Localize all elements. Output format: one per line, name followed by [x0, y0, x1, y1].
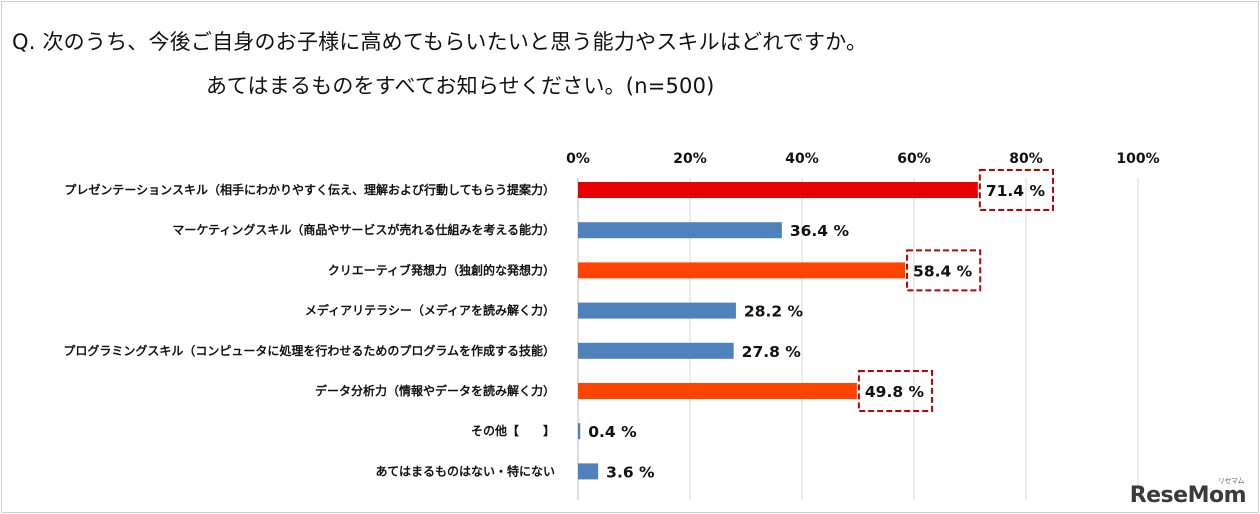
value-label: 3.6 %: [606, 463, 655, 481]
x-tick-label: 20%: [673, 151, 707, 167]
value-label: 71.4 %: [986, 182, 1046, 200]
bar: [578, 302, 736, 319]
bar: [578, 463, 599, 480]
highlight-box: [906, 249, 982, 292]
value-label: 58.4 %: [913, 262, 973, 280]
bar: [578, 383, 857, 399]
x-tick-label: 40%: [785, 151, 819, 167]
x-tick-label: 60%: [897, 151, 931, 167]
bar: [578, 423, 581, 440]
value-label: 0.4 %: [588, 423, 637, 441]
x-tick-label: 80%: [1009, 151, 1043, 167]
x-tick-label: 0%: [566, 151, 590, 167]
logo-subtext: リセマム: [1218, 477, 1245, 485]
question-line-2: あてはまるものをすべてお知らせください。(n=500): [206, 74, 715, 98]
value-label: 28.2 %: [744, 303, 804, 321]
x-tick-label: 100%: [1116, 151, 1159, 167]
category-label: クリエーティブ発想力（独創的な発想力）: [328, 262, 555, 277]
value-label: 27.8 %: [742, 343, 802, 361]
logo-text: ReseMom: [1129, 483, 1247, 508]
bar: [578, 222, 782, 239]
resemom-logo: リセマム ReseMom: [1129, 477, 1247, 508]
bar: [578, 342, 734, 359]
category-label: データ分析力（情報やデータを読み解く力）: [315, 383, 555, 398]
category-label: その他【 】: [471, 423, 555, 438]
bar: [578, 262, 906, 279]
category-label: プログラミングスキル（コンピュータに処理を行わせるためのプログラムを作成する技能…: [63, 343, 555, 358]
bar: [578, 182, 978, 198]
category-label: メディアリテラシー（メディアを読み解く力）: [305, 303, 555, 318]
highlight-box: [978, 169, 1055, 211]
value-label: 49.8 %: [865, 383, 925, 401]
category-label: あてはまるものはない・特にない: [375, 463, 555, 478]
category-label: マーケティングスキル（商品やサービスが売れる仕組みを考える能力）: [172, 222, 555, 237]
question-line-1: Q. 次のうち、今後ご自身のお子様に高めてもらいたいと思う能力やスキルはどれです…: [12, 30, 868, 54]
highlight-box: [857, 370, 934, 412]
value-label: 36.4 %: [790, 222, 850, 240]
category-label: プレゼンテーションスキル（相手にわかりやすく伝え、理解および行動してもらう提案力…: [64, 182, 555, 197]
